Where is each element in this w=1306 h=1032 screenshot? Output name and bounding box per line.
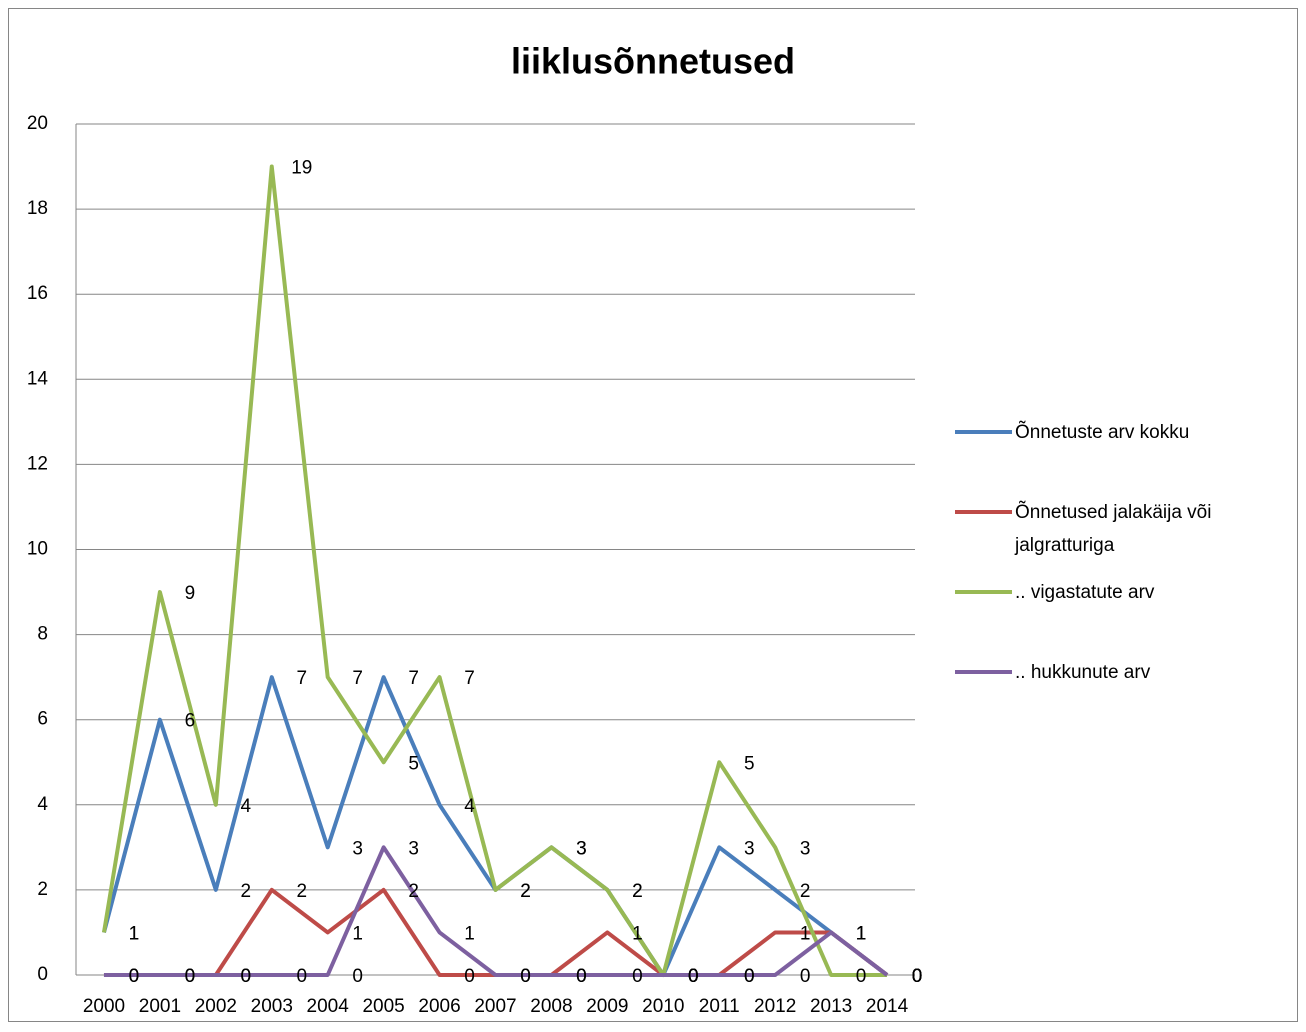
y-tick-label: 14 — [27, 368, 49, 389]
data-label: 0 — [856, 966, 867, 987]
data-label: 0 — [912, 966, 923, 987]
x-tick-label: 2008 — [530, 996, 572, 1017]
data-label: 1 — [129, 923, 140, 944]
data-label: 2 — [241, 881, 252, 902]
y-tick-label: 0 — [37, 964, 48, 985]
data-label: 0 — [185, 966, 196, 987]
data-label: 2 — [408, 881, 419, 902]
data-label: 1 — [464, 923, 475, 944]
data-label: 2 — [800, 881, 811, 902]
data-label: 7 — [464, 668, 475, 689]
data-label: 1 — [856, 923, 867, 944]
legend-label: .. vigastatute arv — [1015, 582, 1155, 603]
y-tick-label: 2 — [37, 879, 48, 900]
data-label: 19 — [291, 158, 312, 179]
data-label: 1 — [856, 923, 867, 944]
y-tick-label: 10 — [27, 539, 48, 560]
data-label: 2 — [520, 881, 531, 902]
data-label: 0 — [744, 966, 755, 987]
x-tick-label: 2009 — [586, 996, 628, 1017]
data-label: 7 — [352, 668, 363, 689]
data-label: 3 — [576, 838, 587, 859]
data-label: 7 — [408, 668, 419, 689]
data-label: 6 — [185, 711, 196, 732]
x-tick-label: 2002 — [195, 996, 237, 1017]
data-label: 2 — [296, 881, 307, 902]
data-label: 0 — [744, 966, 755, 987]
y-tick-label: 20 — [27, 113, 48, 134]
data-label: 0 — [632, 966, 643, 987]
data-label: 4 — [241, 796, 252, 817]
data-label: 2 — [632, 881, 643, 902]
data-label: 9 — [185, 583, 196, 604]
series-line — [101, 164, 888, 977]
legend-label: Õnnetuste arv kokku — [1015, 422, 1190, 443]
chart-frame — [8, 8, 1298, 1022]
data-label: 1 — [632, 923, 643, 944]
data-label: 5 — [408, 753, 419, 774]
data-label: 4 — [464, 796, 475, 817]
x-tick-label: 2004 — [307, 996, 350, 1017]
data-label: 3 — [800, 838, 811, 859]
x-tick-label: 2014 — [866, 996, 909, 1017]
data-label: 0 — [800, 966, 811, 987]
data-label: 7 — [296, 668, 307, 689]
data-label: 1 — [800, 923, 811, 944]
legend-label: Õnnetused jalakäija või jalgratturiga — [1015, 502, 1212, 556]
x-tick-label: 2013 — [810, 996, 852, 1017]
data-label: 0 — [296, 966, 307, 987]
series-line — [103, 845, 889, 977]
x-tick-label: 2006 — [418, 996, 460, 1017]
data-label: 0 — [520, 966, 531, 987]
data-label: 0 — [241, 966, 252, 987]
data-label: 5 — [744, 753, 755, 774]
x-tick-label: 2007 — [474, 996, 516, 1017]
x-tick-label: 2001 — [139, 996, 181, 1017]
data-label: 1 — [856, 923, 867, 944]
x-tick-label: 2005 — [362, 996, 404, 1017]
data-label: 1 — [352, 923, 363, 944]
data-label: 3 — [576, 838, 587, 859]
data-label: 0 — [912, 966, 923, 987]
x-tick-label: 2012 — [754, 996, 796, 1017]
y-tick-label: 16 — [27, 283, 48, 304]
data-label: 2 — [520, 881, 531, 902]
data-label: 0 — [464, 966, 475, 987]
x-tick-label: 2000 — [83, 996, 125, 1017]
y-tick-label: 12 — [27, 453, 48, 474]
data-label: 0 — [576, 966, 587, 987]
data-label: 0 — [912, 966, 923, 987]
data-label: 0 — [352, 966, 363, 987]
data-label: 1 — [129, 923, 140, 944]
x-tick-label: 2011 — [699, 996, 740, 1017]
y-tick-label: 18 — [27, 198, 48, 219]
x-tick-label: 2003 — [251, 996, 293, 1017]
y-tick-label: 6 — [37, 709, 48, 730]
chart-title: liiklusõnnetused — [511, 41, 795, 82]
data-label: 0 — [129, 966, 140, 987]
data-label: 0 — [520, 966, 531, 987]
data-label: 2 — [632, 881, 643, 902]
data-label: 3 — [352, 838, 363, 859]
data-label: 3 — [744, 838, 755, 859]
x-tick-label: 2010 — [642, 996, 684, 1017]
data-label: 0 — [185, 966, 196, 987]
data-label: 0 — [912, 966, 923, 987]
data-label: 0 — [241, 966, 252, 987]
y-tick-label: 8 — [37, 624, 48, 645]
y-tick-label: 4 — [37, 794, 48, 815]
data-label: 0 — [688, 966, 699, 987]
data-label: 0 — [688, 966, 699, 987]
data-label: 0 — [688, 966, 699, 987]
data-label: 0 — [688, 966, 699, 987]
data-label: 0 — [576, 966, 587, 987]
legend-label: .. hukkunute arv — [1015, 662, 1151, 683]
data-label: 3 — [408, 838, 419, 859]
data-label: 0 — [129, 966, 140, 987]
